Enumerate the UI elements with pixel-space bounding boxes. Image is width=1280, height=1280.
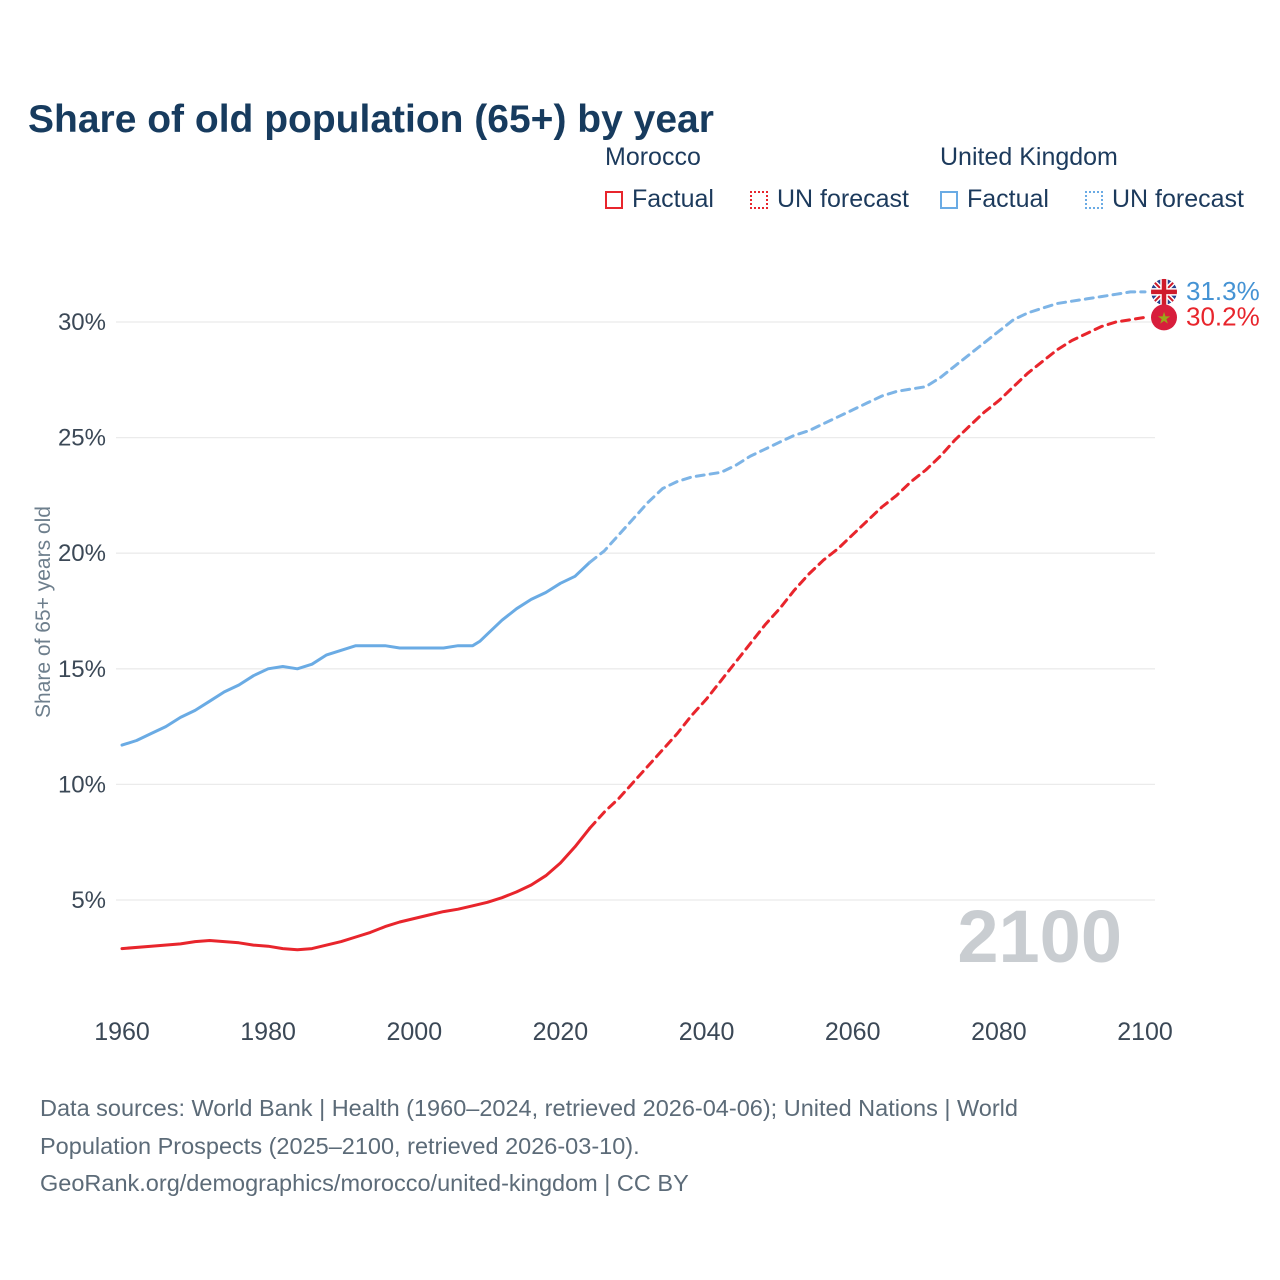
x-tick-label: 1960 — [94, 1018, 150, 1046]
y-tick-label: 30% — [58, 309, 106, 336]
y-tick-label: 5% — [71, 887, 106, 914]
x-tick-label: 2040 — [679, 1018, 735, 1046]
page-title: Share of old population (65+) by year — [28, 98, 714, 142]
x-tick-label: 2000 — [386, 1018, 442, 1046]
y-tick-label: 25% — [58, 425, 106, 452]
series-line-morocco-forecast — [588, 315, 1147, 830]
swatch-uk-forecast — [1084, 190, 1103, 209]
legend-group-title-united-kingdom: United Kingdom — [940, 143, 1118, 171]
legend-group-morocco: Morocco Factual UN forecast — [605, 143, 909, 214]
y-tick-label: 20% — [58, 540, 106, 567]
footer: Data sources: World Bank | Health (1960–… — [40, 1090, 1200, 1203]
footer-line-sources: Data sources: World Bank | Health (1960–… — [40, 1095, 1018, 1121]
x-tick-label: 2080 — [971, 1018, 1027, 1046]
legend-item-uk-factual[interactable]: Factual — [940, 185, 1049, 214]
x-tick-label: 2100 — [1117, 1018, 1173, 1046]
series-line-morocco-factual — [120, 826, 592, 952]
series-line-uk-factual — [120, 560, 592, 747]
x-tick-label: 2020 — [533, 1018, 589, 1046]
x-tick-label: 1980 — [240, 1018, 296, 1046]
svg-text:★: ★ — [1157, 310, 1171, 327]
swatch-uk-factual — [940, 190, 958, 209]
y-tick-label: 10% — [58, 771, 106, 798]
flag-uk-icon — [1151, 278, 1177, 305]
legend-item-morocco-forecast[interactable]: UN forecast — [749, 185, 909, 214]
legend-item-uk-forecast[interactable]: UN forecast — [1084, 185, 1244, 214]
legend-item-label: Factual — [967, 185, 1049, 213]
legend-item-morocco-factual[interactable]: Factual — [605, 185, 714, 214]
footer-line-sources-2: Population Prospects (2025–2100, retriev… — [40, 1132, 640, 1159]
legend-group-title-morocco: Morocco — [605, 143, 701, 171]
footer-line-attribution: GeoRank.org/demographics/morocco/united-… — [40, 1170, 689, 1197]
legend-items-morocco: Factual UN forecast — [605, 185, 909, 214]
series-line-uk-forecast — [588, 290, 1147, 564]
swatch-morocco-factual — [605, 190, 623, 209]
legend-item-label: UN forecast — [1111, 185, 1244, 213]
y-tick-label: 15% — [58, 656, 106, 683]
watermark-year: 2100 — [957, 895, 1122, 978]
x-tick-label: 2060 — [825, 1018, 881, 1046]
legend-item-label: Factual — [632, 185, 714, 213]
end-value-label-uk: 31.3% — [1186, 276, 1260, 306]
end-value-label-morocco: 30.2% — [1186, 301, 1260, 331]
legend-group-united-kingdom: United Kingdom Factual UN forecast — [940, 143, 1244, 214]
flag-morocco-icon: ★ — [1151, 304, 1177, 331]
legend-item-label: UN forecast — [776, 185, 909, 213]
swatch-morocco-forecast — [749, 190, 768, 209]
legend-items-united-kingdom: Factual UN forecast — [940, 185, 1244, 214]
